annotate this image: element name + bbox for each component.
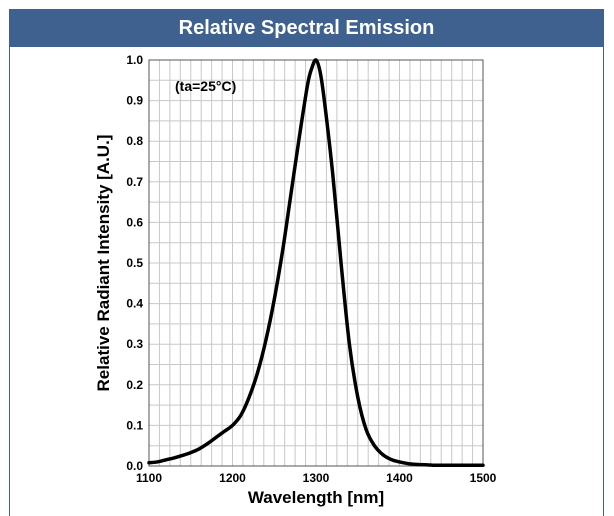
y-tick-label: 0.7 (126, 175, 143, 189)
y-axis-label: Relative Radiant Intensity [A.U.] (94, 135, 113, 392)
y-tick-label: 1.0 (126, 53, 143, 67)
y-tick-label: 0.2 (126, 378, 143, 392)
y-tick-label: 0.6 (126, 215, 143, 229)
x-tick-label: 1400 (386, 471, 413, 485)
temperature-annotation: (ta=25°C) (175, 78, 236, 94)
y-tick-label: 0.5 (126, 256, 143, 270)
x-axis-label: Wavelength [nm] (248, 488, 384, 507)
chart-title: Relative Spectral Emission (178, 16, 435, 39)
emission-curve (147, 58, 485, 467)
x-tick-label: 1500 (470, 471, 497, 485)
y-tick-label: 0.4 (126, 297, 143, 311)
x-tick-label: 1300 (303, 471, 330, 485)
chart-title-bar: Relative Spectral Emission (10, 9, 603, 47)
ticks: 1100 1200 1300 1400 1500 0.0 0.1 0.2 0.3 0.4 0.5 0.… (126, 53, 496, 485)
y-tick-label: 0.9 (126, 94, 143, 108)
y-tick-label: 0.8 (126, 134, 143, 148)
x-tick-label: 1100 (136, 471, 162, 485)
y-tick-label: 0.3 (126, 337, 143, 351)
x-tick-label: 1200 (219, 471, 246, 485)
y-tick-label: 0.1 (126, 418, 143, 432)
y-tick-label: 0.0 (126, 459, 143, 473)
grid-lines (148, 59, 484, 467)
